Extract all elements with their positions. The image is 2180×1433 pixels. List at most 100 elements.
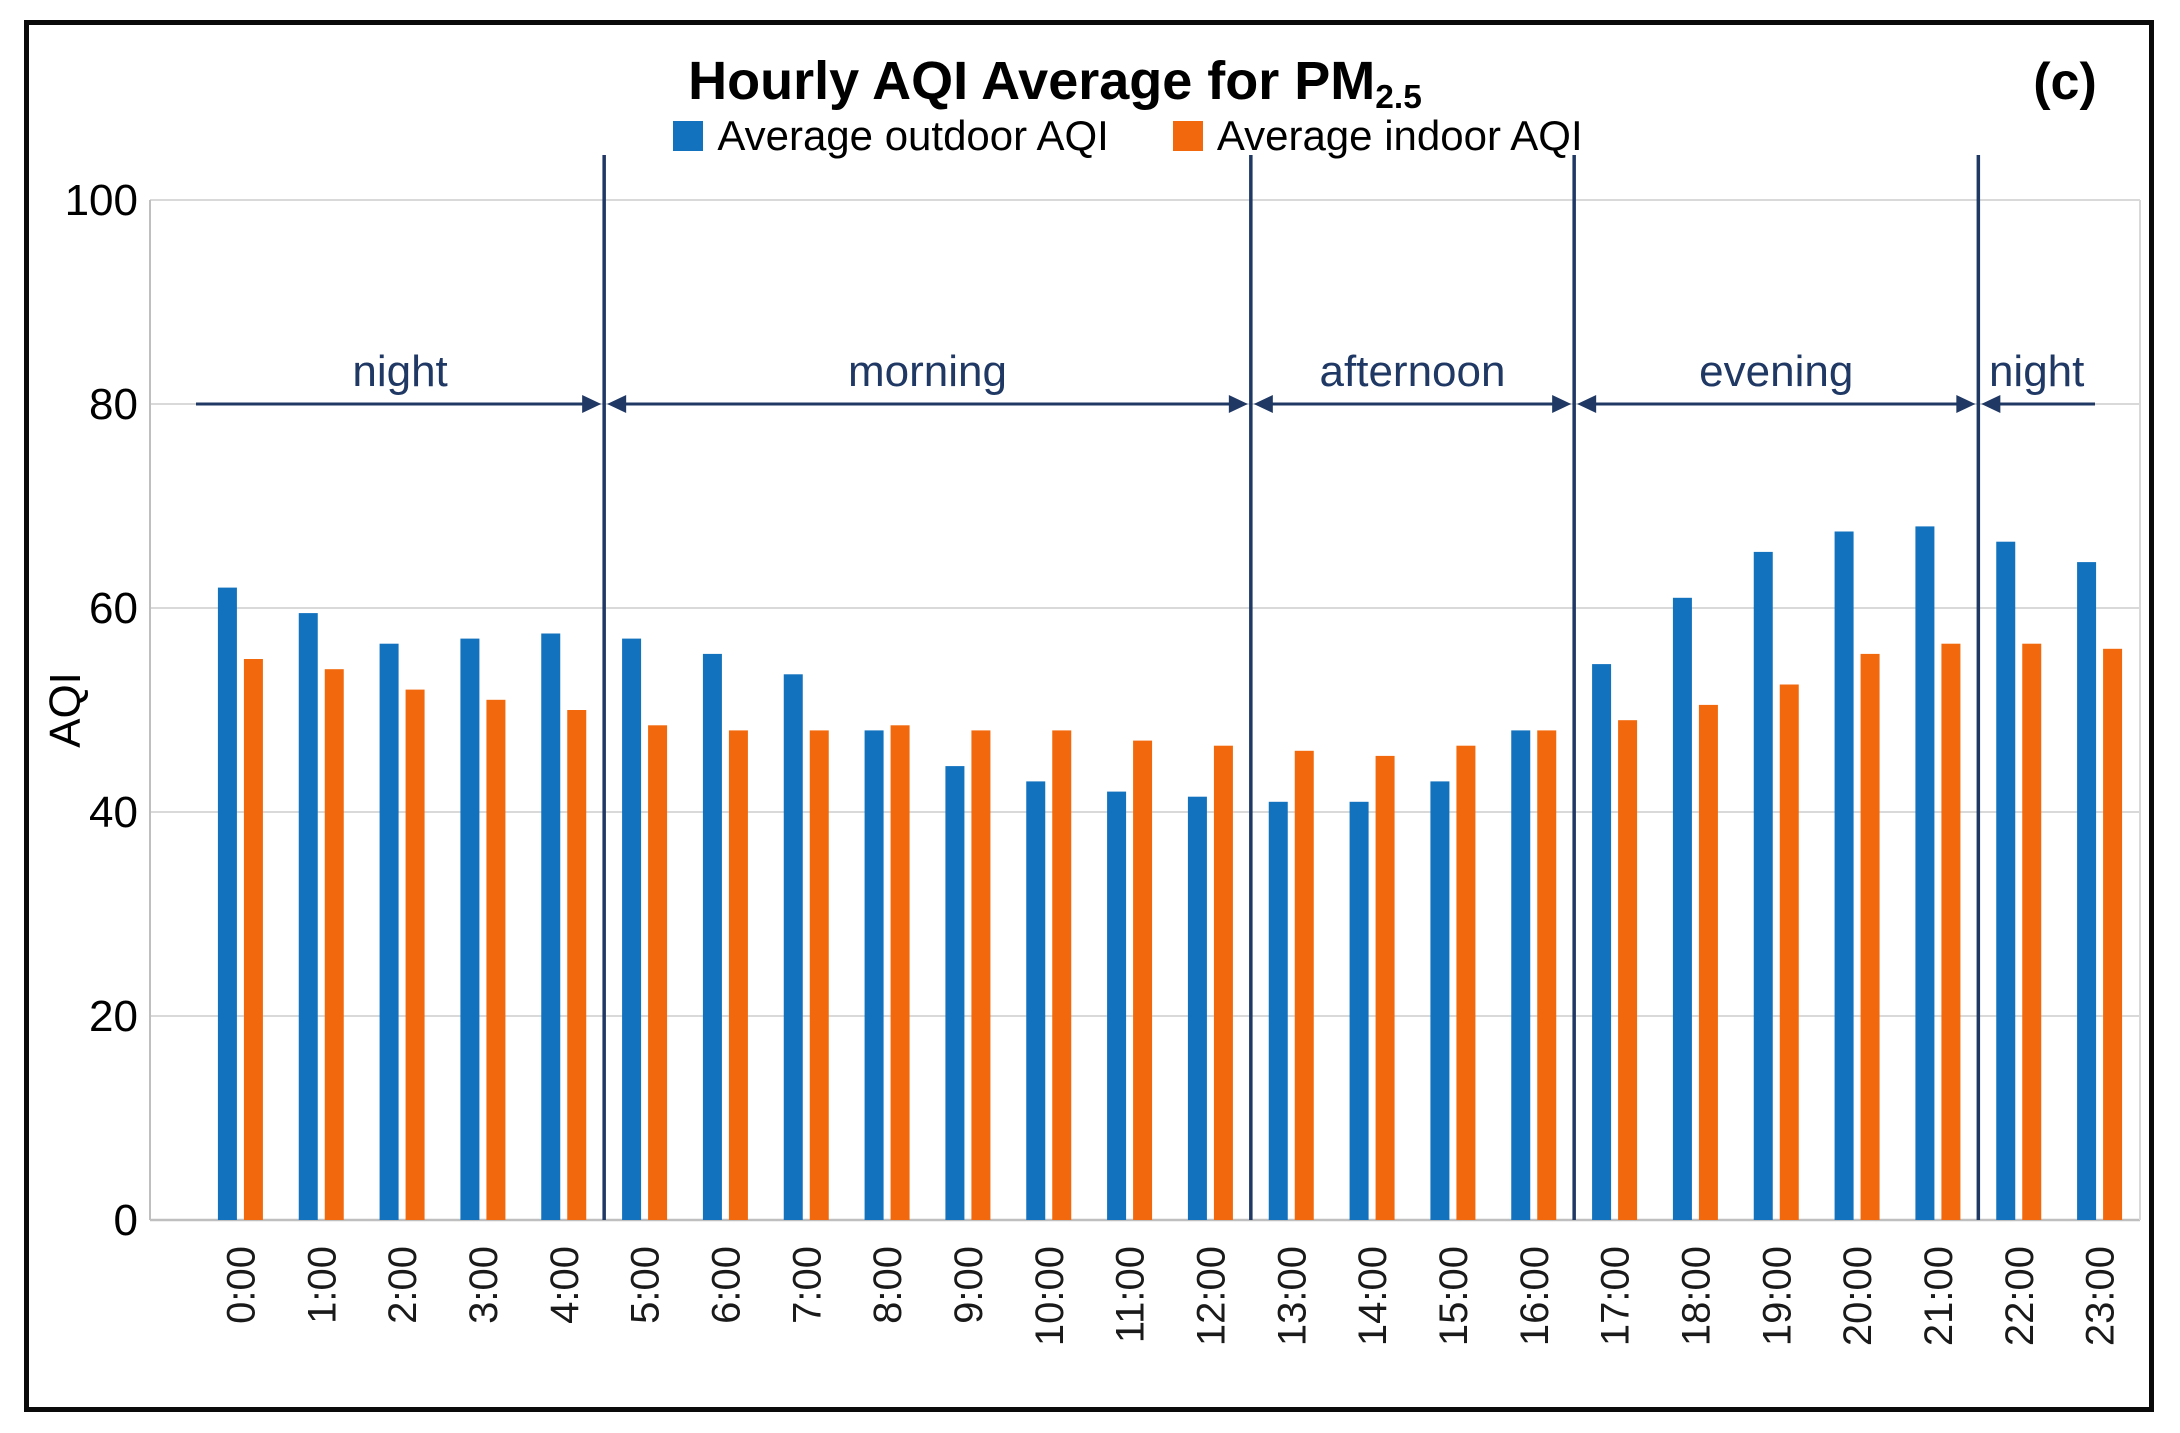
- x-tick-label-0:00: 0:00: [219, 1246, 263, 1324]
- legend-item-indoor: Average indoor AQI: [1172, 112, 1583, 160]
- x-tick-label-6:00: 6:00: [704, 1246, 748, 1324]
- bar-outdoor-5:00: [622, 638, 642, 1220]
- bar-indoor-2:00: [405, 689, 425, 1220]
- legend-label: Average indoor AQI: [1216, 112, 1583, 159]
- legend-swatch-icon: [673, 121, 704, 151]
- x-tick-label-12:00: 12:00: [1189, 1246, 1233, 1346]
- bar-outdoor-3:00: [460, 638, 480, 1220]
- bar-outdoor-9:00: [945, 766, 965, 1220]
- legend-label: Average outdoor AQI: [717, 112, 1109, 159]
- bar-indoor-1:00: [324, 669, 344, 1220]
- bar-outdoor-7:00: [783, 674, 803, 1220]
- legend: Average outdoor AQI Average indoor AQI: [76, 112, 2180, 160]
- period-label-night: night: [1989, 347, 2084, 396]
- x-tick-label-8:00: 8:00: [866, 1246, 910, 1324]
- bar-indoor-21:00: [1941, 643, 1961, 1220]
- arrowhead-left-night: [1981, 395, 2001, 413]
- x-tick-label-13:00: 13:00: [1270, 1246, 1314, 1346]
- bar-indoor-3:00: [486, 699, 506, 1220]
- bar-outdoor-11:00: [1107, 791, 1127, 1220]
- y-tick-label-20: 20: [89, 992, 138, 1041]
- legend-swatch-icon: [1172, 121, 1203, 151]
- bar-indoor-14:00: [1375, 755, 1395, 1220]
- bar-indoor-10:00: [1052, 730, 1072, 1220]
- bar-indoor-13:00: [1294, 750, 1314, 1220]
- bar-indoor-19:00: [1779, 684, 1799, 1220]
- bar-outdoor-2:00: [379, 643, 399, 1220]
- chart-title-subscript: 2.5: [1375, 79, 1422, 117]
- bar-outdoor-14:00: [1349, 801, 1369, 1220]
- bar-indoor-20:00: [1860, 653, 1880, 1220]
- bar-indoor-17:00: [1618, 720, 1638, 1220]
- x-tick-label-7:00: 7:00: [785, 1246, 829, 1324]
- x-tick-label-23:00: 23:00: [2079, 1246, 2123, 1346]
- period-label-night: night: [352, 347, 447, 396]
- bar-outdoor-16:00: [1511, 730, 1531, 1220]
- bar-outdoor-21:00: [1915, 526, 1935, 1220]
- bar-outdoor-10:00: [1026, 781, 1046, 1220]
- panel-label: (c): [2033, 53, 2097, 111]
- arrowhead-left-afternoon: [1253, 395, 1273, 413]
- period-label-afternoon: afternoon: [1320, 347, 1506, 396]
- bar-indoor-9:00: [971, 730, 991, 1220]
- bar-indoor-12:00: [1213, 745, 1233, 1220]
- bar-outdoor-20:00: [1834, 531, 1854, 1220]
- y-tick-label-60: 60: [89, 584, 138, 633]
- arrowhead-right-evening: [1956, 395, 1976, 413]
- chart-title: Hourly AQI Average for PM2.5: [0, 50, 2110, 116]
- x-tick-label-14:00: 14:00: [1351, 1246, 1395, 1346]
- x-tick-label-11:00: 11:00: [1109, 1246, 1153, 1343]
- arrowhead-left-evening: [1577, 395, 1597, 413]
- bar-indoor-4:00: [567, 710, 587, 1220]
- arrowhead-left-morning: [607, 395, 627, 413]
- bar-outdoor-1:00: [298, 613, 318, 1220]
- x-tick-label-10:00: 10:00: [1028, 1246, 1072, 1346]
- x-tick-label-18:00: 18:00: [1674, 1246, 1718, 1346]
- x-tick-label-5:00: 5:00: [624, 1246, 668, 1324]
- bar-indoor-11:00: [1133, 740, 1153, 1220]
- x-tick-label-17:00: 17:00: [1594, 1246, 1638, 1346]
- bar-indoor-0:00: [243, 659, 263, 1220]
- y-tick-label-100: 100: [65, 176, 138, 225]
- y-tick-label-80: 80: [89, 380, 138, 429]
- bar-indoor-5:00: [648, 725, 668, 1220]
- bar-indoor-8:00: [890, 725, 910, 1220]
- period-label-morning: morning: [848, 347, 1007, 396]
- bar-outdoor-23:00: [2077, 562, 2097, 1220]
- x-tick-label-16:00: 16:00: [1513, 1246, 1557, 1346]
- bar-outdoor-15:00: [1430, 781, 1450, 1220]
- bar-indoor-15:00: [1456, 745, 1476, 1220]
- x-tick-label-20:00: 20:00: [1836, 1246, 1880, 1346]
- x-tick-label-19:00: 19:00: [1755, 1246, 1799, 1346]
- bar-outdoor-8:00: [864, 730, 884, 1220]
- x-tick-label-2:00: 2:00: [381, 1246, 425, 1324]
- chart-title-main: Hourly AQI Average for PM: [688, 51, 1376, 111]
- y-tick-label-0: 0: [114, 1196, 138, 1245]
- bar-indoor-6:00: [728, 730, 748, 1220]
- x-tick-label-9:00: 9:00: [947, 1246, 991, 1324]
- x-tick-label-22:00: 22:00: [1998, 1246, 2042, 1346]
- x-tick-label-4:00: 4:00: [543, 1246, 587, 1324]
- bar-outdoor-22:00: [1996, 541, 2016, 1220]
- bar-outdoor-19:00: [1753, 551, 1773, 1220]
- bar-indoor-22:00: [2022, 643, 2042, 1220]
- bar-indoor-18:00: [1698, 704, 1718, 1220]
- x-tick-label-3:00: 3:00: [462, 1246, 506, 1324]
- bar-outdoor-6:00: [702, 653, 722, 1220]
- figure-border: [24, 20, 2154, 1412]
- bar-outdoor-13:00: [1268, 801, 1288, 1220]
- bar-outdoor-12:00: [1187, 796, 1207, 1220]
- bar-outdoor-18:00: [1672, 597, 1692, 1220]
- y-axis-title: AQI: [41, 672, 90, 748]
- legend-item-outdoor: Average outdoor AQI: [673, 112, 1109, 160]
- bar-outdoor-17:00: [1592, 664, 1612, 1220]
- bar-outdoor-0:00: [217, 587, 237, 1220]
- y-tick-label-40: 40: [89, 788, 138, 837]
- x-tick-label-1:00: 1:00: [300, 1246, 344, 1324]
- arrowhead-right-afternoon: [1552, 395, 1572, 413]
- bar-indoor-7:00: [809, 730, 829, 1220]
- x-tick-label-15:00: 15:00: [1432, 1246, 1476, 1346]
- bar-outdoor-4:00: [541, 633, 561, 1220]
